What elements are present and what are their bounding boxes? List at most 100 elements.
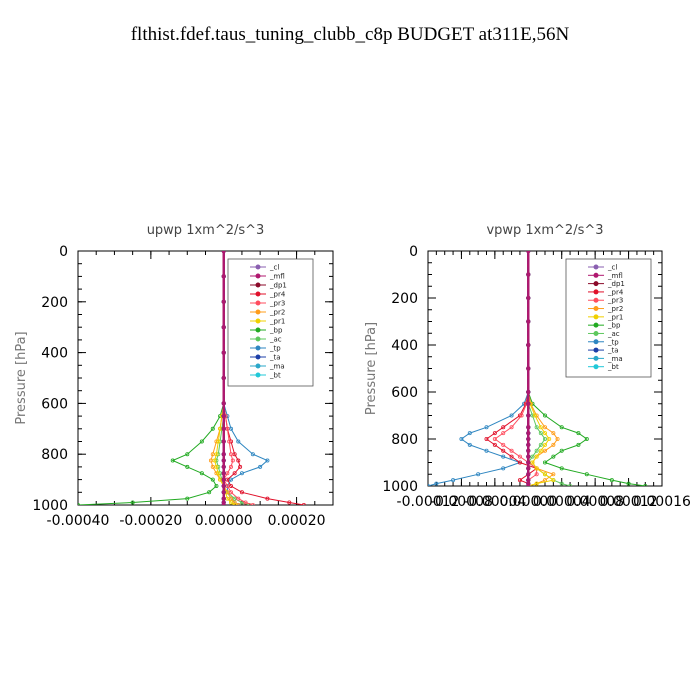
data-point-pr1 [218, 477, 223, 482]
legend-label: _bp [607, 322, 621, 330]
data-point-mfl [526, 366, 531, 371]
legend-swatch-marker [255, 300, 261, 306]
data-point-pr4 [236, 458, 241, 463]
data-point-pr3 [501, 442, 506, 447]
series-line-bp [78, 251, 225, 505]
legend-swatch-marker [593, 347, 599, 353]
legend-label: _pr4 [269, 291, 286, 299]
data-point-bp [626, 481, 631, 486]
data-point-bp [170, 458, 175, 463]
data-point-mfl [221, 426, 226, 431]
data-point-bp [185, 464, 190, 469]
data-point-tp [509, 413, 514, 418]
data-point-pr4 [501, 448, 506, 453]
legend-label: _ta [269, 354, 281, 362]
legend-box [565, 258, 652, 378]
data-point-pr4 [232, 471, 237, 476]
data-point-mfl [526, 425, 531, 430]
data-point-tp [428, 484, 430, 486]
data-point-pr3 [519, 413, 524, 418]
legend-swatch-marker [255, 327, 261, 333]
data-point-tp [228, 477, 233, 482]
legend-label: _tp [269, 345, 281, 353]
data-point-mfl [526, 481, 531, 486]
data-point-bp [185, 496, 190, 501]
data-point-bp [584, 472, 589, 477]
data-point-mfl [526, 401, 531, 406]
y-tick-label: 1000 [382, 479, 418, 495]
legend-swatch-marker [593, 306, 599, 312]
data-point-pr2 [551, 442, 556, 447]
data-point-mfl [221, 503, 226, 505]
data-point-mfl [526, 342, 531, 347]
data-point-pr3 [230, 458, 235, 463]
data-point-mfl [526, 448, 531, 453]
data-point-pr3 [225, 483, 230, 488]
data-point-bp [199, 471, 204, 476]
data-point-pr2 [551, 472, 556, 477]
legend-label: _pr2 [607, 305, 623, 313]
legend-swatch-marker [255, 354, 261, 360]
data-point-mfl [221, 414, 226, 419]
legend-label: _mfl [607, 272, 623, 280]
x-tick-label: -0.00008 [430, 494, 493, 510]
y-tick-label: 200 [391, 291, 418, 307]
legend-swatch-marker [593, 339, 599, 345]
data-point-pr4 [517, 478, 522, 483]
page-title: flthist.fdef.taus_tuning_clubb_c8p BUDGE… [131, 24, 570, 45]
data-point-mfl [221, 375, 226, 380]
data-point-bp [559, 425, 564, 430]
y-axis-label: Pressure [hPa] [364, 322, 379, 415]
data-point-pr2 [543, 448, 548, 453]
x-tick-label: 0.00020 [268, 513, 326, 529]
legend-swatch-marker [593, 364, 599, 370]
data-point-tp [501, 466, 506, 471]
x-tick-label: 0.00004 [533, 494, 591, 510]
data-point-tp [484, 425, 489, 430]
data-point-pr1 [530, 460, 535, 465]
y-tick-label: 400 [391, 338, 418, 354]
legend-label: _dp1 [269, 282, 287, 290]
data-point-bp [210, 477, 215, 482]
data-point-tp [484, 448, 489, 453]
data-point-tp [250, 452, 255, 457]
data-point-pr3 [501, 431, 506, 436]
series-line-ac [527, 251, 571, 486]
data-point-pr1 [534, 466, 539, 471]
data-point-pr4 [501, 425, 506, 430]
y-tick-label: 0 [59, 244, 68, 260]
data-point-tp [501, 454, 506, 459]
data-point-pr1 [543, 431, 548, 436]
data-point-mfl [221, 251, 226, 253]
x-tick-label: 0.00000 [195, 513, 253, 529]
x-tick-label: 0.00012 [600, 494, 658, 510]
data-point-pr3 [225, 426, 230, 431]
legend-label: _pr2 [269, 309, 285, 317]
legend-swatch-marker [593, 289, 599, 295]
data-point-mfl [221, 471, 226, 476]
legend-label: _pr1 [269, 318, 285, 326]
data-point-pr3 [250, 503, 255, 505]
data-point-pr4 [287, 500, 292, 505]
y-tick-label: 1000 [32, 498, 68, 514]
data-point-tp [239, 471, 244, 476]
chart-upwp: upwp 1xm^2/s^3 Pressure [hPa] 0 200 400 600 80… [14, 223, 334, 529]
legend-swatch-marker [255, 345, 261, 351]
legend-swatch-marker [255, 363, 261, 369]
legend-swatch-marker [255, 273, 261, 279]
series-line-pr1 [527, 251, 555, 486]
data-point-pr4 [232, 452, 237, 457]
series-line-pr3 [494, 251, 538, 486]
data-point-pr1 [547, 436, 552, 441]
legend-label: _ac [269, 336, 282, 344]
data-point-pr1 [214, 452, 219, 457]
legend-label: _ma [607, 355, 623, 363]
data-point-pr1 [543, 442, 548, 447]
data-point-mfl [221, 477, 226, 482]
legend-label: _cl [269, 264, 279, 272]
x-tick-label: -0.00020 [119, 513, 182, 529]
data-point-pr2 [210, 452, 215, 457]
legend-swatch-marker [593, 297, 599, 303]
data-point-pr1 [228, 500, 233, 505]
